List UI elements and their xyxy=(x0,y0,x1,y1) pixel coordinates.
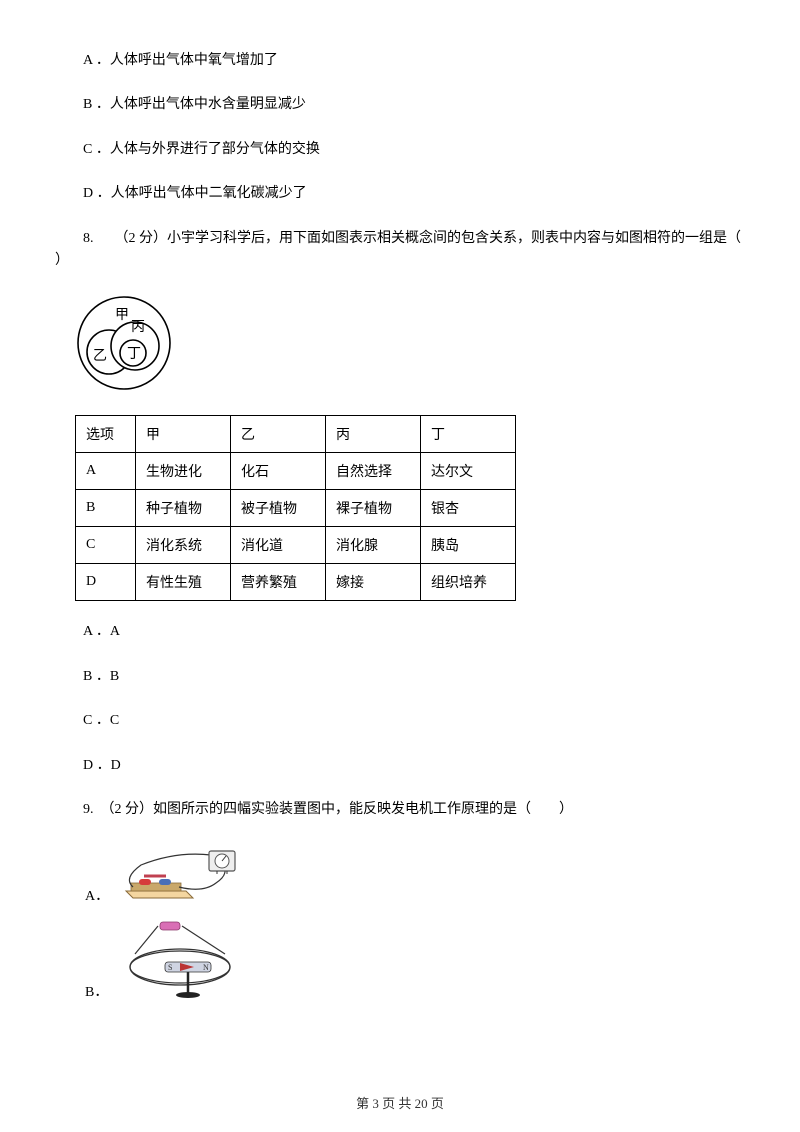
q7-option-c: C ．人体与外界进行了部分气体的交换 xyxy=(55,139,745,161)
venn-label-right: 丙 xyxy=(131,320,145,335)
table-cell: 嫁接 xyxy=(326,564,421,601)
q8-option-c: C ．C xyxy=(55,710,745,732)
venn-label-inner: 丁 xyxy=(127,347,141,362)
q9-stem: 9. （2 分）如图所示的四幅实验装置图中，能反映发电机工作原理的是（ ） xyxy=(55,799,745,821)
q9-fig-b-row: B． S N xyxy=(55,919,745,1001)
table-cell: B xyxy=(76,490,136,527)
table-cell: 被子植物 xyxy=(231,490,326,527)
q8-stem-suffix: ） xyxy=(55,253,69,268)
table-cell: 消化系统 xyxy=(136,527,231,564)
q7-option-a: A ．人体呼出气体中氧气增加了 xyxy=(55,50,745,72)
venn-label-outer: 甲 xyxy=(115,308,129,323)
svg-text:S: S xyxy=(168,963,172,972)
table-row: C 消化系统 消化道 消化腺 胰岛 xyxy=(76,527,516,564)
table-header: 乙 xyxy=(231,416,326,453)
table-cell: 胰岛 xyxy=(421,527,516,564)
q9-opt-b-label: B． xyxy=(85,981,108,1001)
table-cell: 组织培养 xyxy=(421,564,516,601)
q9-fig-b-icon: S N xyxy=(120,919,250,1001)
table-header: 选项 xyxy=(76,416,136,453)
venn-label-left: 乙 xyxy=(93,348,107,364)
q9-opt-a-label: A． xyxy=(85,885,109,905)
table-row: A 生物进化 化石 自然选择 达尔文 xyxy=(76,453,516,490)
table-cell: C xyxy=(76,527,136,564)
table-cell: D xyxy=(76,564,136,601)
table-cell: 消化道 xyxy=(231,527,326,564)
table-cell: 营养繁殖 xyxy=(231,564,326,601)
table-row: B 种子植物 被子植物 裸子植物 银杏 xyxy=(76,490,516,527)
table-cell: 有性生殖 xyxy=(136,564,231,601)
q8-table: 选项 甲 乙 丙 丁 A 生物进化 化石 自然选择 达尔文 B 种子植物 被子植… xyxy=(75,415,516,601)
q8-stem: 8. （2 分）小宇学习科学后，用下面如图表示相关概念间的包含关系，则表中内容与… xyxy=(55,228,745,273)
svg-text:N: N xyxy=(203,963,209,972)
table-header: 丙 xyxy=(326,416,421,453)
q7-option-b: B ．人体呼出气体中水含量明显减少 xyxy=(55,94,745,116)
table-cell: 生物进化 xyxy=(136,453,231,490)
table-cell: 裸子植物 xyxy=(326,490,421,527)
q8-venn-diagram: 甲 乙 丙 丁 xyxy=(75,294,745,397)
table-cell: 种子植物 xyxy=(136,490,231,527)
q8-option-d: D ．D xyxy=(55,755,745,777)
table-row: 选项 甲 乙 丙 丁 xyxy=(76,416,516,453)
table-cell: 化石 xyxy=(231,453,326,490)
table-row: D 有性生殖 营养繁殖 嫁接 组织培养 xyxy=(76,564,516,601)
table-header: 丁 xyxy=(421,416,516,453)
q9-fig-a-icon xyxy=(121,843,251,905)
table-cell: A xyxy=(76,453,136,490)
q9-fig-a-row: A． xyxy=(55,843,745,905)
q8-option-a: A ．A xyxy=(55,621,745,643)
table-cell: 消化腺 xyxy=(326,527,421,564)
q8-stem-prefix: 8. （2 分）小宇学习科学后，用下面如图表示相关概念间的包含关系，则表中内容与… xyxy=(83,231,741,246)
table-cell: 银杏 xyxy=(421,490,516,527)
table-cell: 达尔文 xyxy=(421,453,516,490)
page-footer: 第 3 页 共 20 页 xyxy=(0,1093,800,1112)
q7-option-d: D ．人体呼出气体中二氧化碳减少了 xyxy=(55,183,745,205)
table-header: 甲 xyxy=(136,416,231,453)
table-cell: 自然选择 xyxy=(326,453,421,490)
q8-option-b: B ．B xyxy=(55,666,745,688)
